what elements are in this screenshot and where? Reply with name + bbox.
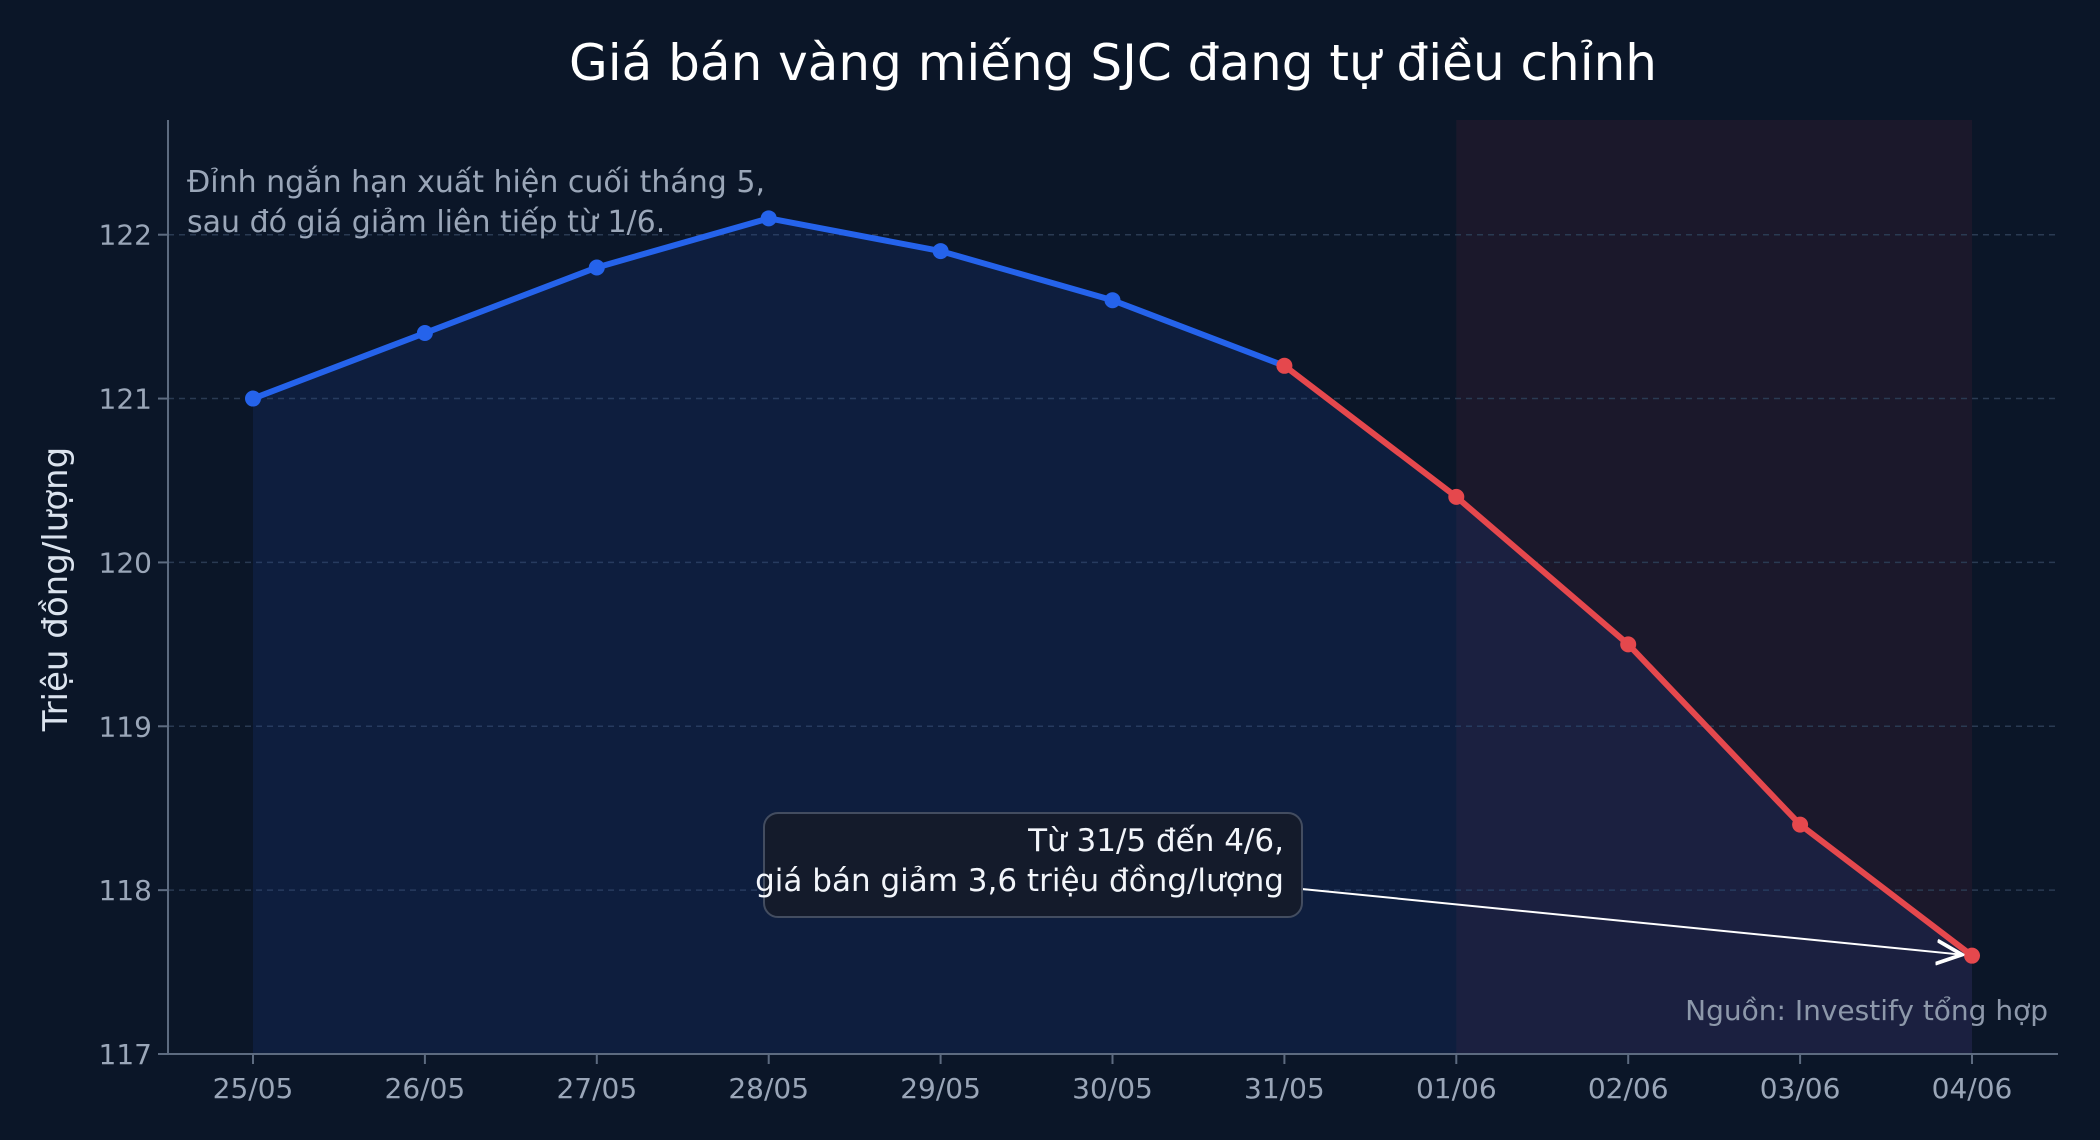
data-point	[1276, 357, 1293, 374]
x-tick-label: 01/06	[1416, 1072, 1497, 1105]
data-point	[245, 390, 261, 407]
x-tick-label: 04/06	[1932, 1072, 2013, 1105]
x-tick-label: 26/05	[385, 1072, 466, 1105]
data-point	[588, 259, 605, 276]
callout-text-line: Từ 31/5 đến 4/6,	[1027, 823, 1284, 859]
x-tick-label: 31/05	[1244, 1072, 1325, 1105]
y-tick-label: 122	[99, 219, 152, 252]
plot-area: 117 118 119 120 121 122 25/05 26/05 27/05 28/05 29…	[99, 120, 2058, 1105]
callout-arrow	[1301, 888, 1962, 955]
y-tick-label: 117	[99, 1038, 152, 1071]
y-tick-label: 120	[99, 546, 152, 579]
x-tick-label: 27/05	[556, 1072, 637, 1105]
annotation-note-line: Đỉnh ngắn hạn xuất hiện cuối tháng 5,	[187, 165, 765, 200]
data-point	[932, 243, 949, 260]
data-point	[1620, 636, 1637, 653]
data-point	[416, 325, 433, 342]
data-point	[1792, 816, 1809, 833]
y-tick-label: 119	[99, 710, 152, 743]
y-axis-label: Triệu đồng/lượng	[36, 447, 76, 732]
chart-title: Giá bán vàng miếng SJC đang tự điều chỉn…	[569, 34, 1657, 92]
x-tick-label: 03/06	[1760, 1072, 1841, 1105]
x-tick-label: 30/05	[1072, 1072, 1153, 1105]
data-point	[760, 210, 777, 227]
data-point	[1448, 488, 1465, 505]
callout-text-line: giá bán giảm 3,6 triệu đồng/lượng	[755, 863, 1284, 899]
callout-box	[763, 812, 1303, 918]
y-tick-label: 121	[99, 383, 152, 416]
x-tick-label: 25/05	[213, 1072, 294, 1105]
x-tick-label: 29/05	[900, 1072, 981, 1105]
x-tick-label: 28/05	[728, 1072, 809, 1105]
source-note: Nguồn: Investify tổng hợp	[1685, 994, 2048, 1027]
area-fill	[253, 218, 1972, 1054]
data-point	[1964, 947, 1980, 964]
annotation-note-line: sau đó giá giảm liên tiếp từ 1/6.	[187, 205, 665, 240]
x-tick-label: 02/06	[1588, 1072, 1669, 1105]
data-point	[1104, 292, 1121, 309]
y-tick-label: 118	[99, 874, 152, 907]
highlight-region	[1456, 120, 1972, 1054]
